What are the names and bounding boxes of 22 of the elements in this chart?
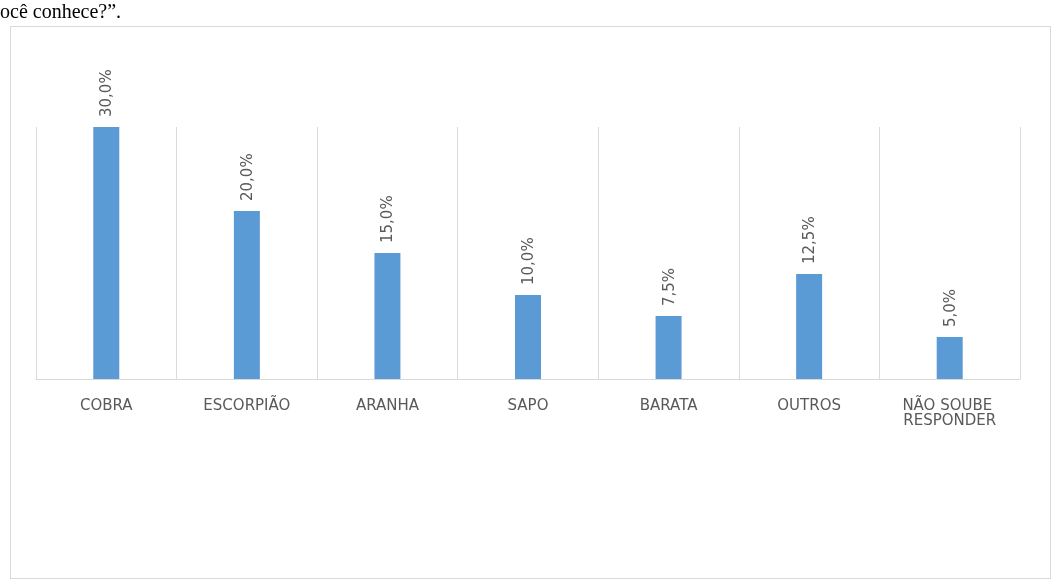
data-label: 12,5% xyxy=(800,216,819,264)
data-label: 5,0% xyxy=(940,288,959,327)
x-tick-label: ESCORPIÃO xyxy=(203,394,291,414)
bar xyxy=(93,127,120,379)
data-label: 15,0% xyxy=(378,195,397,243)
x-tick-label: BARATA xyxy=(639,395,699,414)
bar xyxy=(515,295,541,379)
x-tick-label: SAPO xyxy=(507,395,549,414)
x-tick-label: ARANHA xyxy=(355,395,420,414)
x-tick-label: COBRA xyxy=(79,395,134,414)
bar xyxy=(374,253,401,379)
data-label: 20,0% xyxy=(237,153,256,201)
data-label: 7,5% xyxy=(659,267,678,306)
data-label: 10,0% xyxy=(519,237,537,285)
data-label: 30,0% xyxy=(97,69,116,117)
bar xyxy=(233,211,260,379)
bar xyxy=(655,316,682,379)
text: ocê conhece?”. xyxy=(0,0,122,22)
x-tick-label: NÃO SOUBE RESPONDER xyxy=(902,394,998,429)
x-tick-label: OUTROS xyxy=(777,395,841,414)
bar xyxy=(796,274,823,379)
bar xyxy=(936,337,963,379)
